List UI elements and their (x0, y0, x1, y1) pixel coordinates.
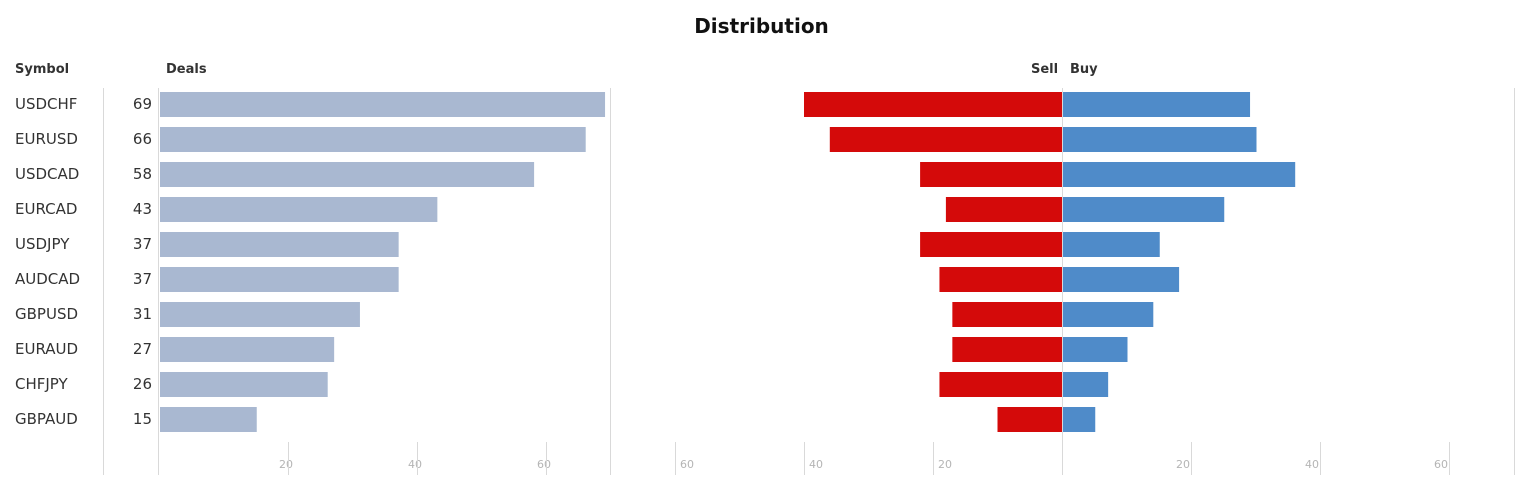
symbol-label: USDCAD (15, 165, 80, 183)
buy-tick-label: 40 (1305, 458, 1319, 471)
deals-bar (160, 302, 360, 327)
sell-bar (920, 162, 1062, 187)
sell-column-header: Sell (1031, 62, 1059, 77)
deals-bar (160, 92, 606, 117)
sell-bar (997, 407, 1062, 432)
sell-tick-label: 60 (680, 458, 694, 471)
symbol-label: USDCHF (15, 95, 78, 113)
buy-bar (1063, 372, 1109, 397)
deals-tick-label: 20 (279, 458, 293, 471)
buy-tick-label: 60 (1434, 458, 1448, 471)
symbol-column-header: Symbol (15, 62, 70, 77)
sell-bar (920, 232, 1062, 257)
deals-count-label: 43 (132, 200, 152, 218)
deals-tick-label: 60 (537, 458, 551, 471)
deals-count-label: 37 (132, 235, 152, 253)
sell-tick-label: 20 (938, 458, 952, 471)
deals-bar (160, 407, 257, 432)
sell-bar (939, 267, 1062, 292)
deals-count-label: 66 (132, 130, 152, 148)
deals-count-label: 69 (132, 95, 152, 113)
sell-bar (829, 127, 1062, 152)
chart-title: Distribution (694, 14, 829, 38)
deals-count-label: 27 (132, 340, 152, 358)
deals-tick-label: 40 (408, 458, 422, 471)
sell-bar (939, 372, 1062, 397)
buy-tick-label: 20 (1176, 458, 1190, 471)
sell-bar (952, 337, 1062, 362)
sell-bar (952, 302, 1062, 327)
buy-bar (1063, 302, 1154, 327)
deals-bar (160, 372, 328, 397)
sell-tick-label: 40 (809, 458, 823, 471)
deals-bar (160, 127, 586, 152)
symbol-label: EURCAD (15, 200, 78, 218)
sell-bar (945, 197, 1062, 222)
buy-bar (1063, 197, 1225, 222)
deals-bar (160, 197, 438, 222)
deals-bar (160, 162, 535, 187)
deals-column-header: Deals (166, 62, 207, 77)
deals-bar (160, 232, 399, 257)
buy-bar (1063, 92, 1251, 117)
buy-bar (1063, 232, 1160, 257)
buy-bar (1063, 267, 1180, 292)
deals-count-label: 58 (132, 165, 152, 183)
symbol-label: GBPAUD (15, 410, 78, 428)
symbol-label: EURUSD (15, 130, 78, 148)
buy-bar (1063, 127, 1257, 152)
symbol-label: GBPUSD (15, 305, 79, 323)
deals-bar (160, 267, 399, 292)
buy-bar (1063, 337, 1128, 362)
buy-bar (1063, 162, 1296, 187)
symbol-label: AUDCAD (15, 270, 81, 288)
sell-bar (804, 92, 1062, 117)
deals-bar (160, 337, 335, 362)
deals-count-label: 31 (132, 305, 152, 323)
buy-bar (1063, 407, 1096, 432)
symbol-label: EURAUD (15, 340, 79, 358)
buy-column-header: Buy (1070, 62, 1098, 77)
deals-count-label: 37 (132, 270, 152, 288)
deals-count-label: 26 (132, 375, 152, 393)
deals-count-label: 15 (132, 410, 152, 428)
symbol-label: CHFJPY (15, 375, 68, 393)
symbol-label: USDJPY (15, 235, 70, 253)
